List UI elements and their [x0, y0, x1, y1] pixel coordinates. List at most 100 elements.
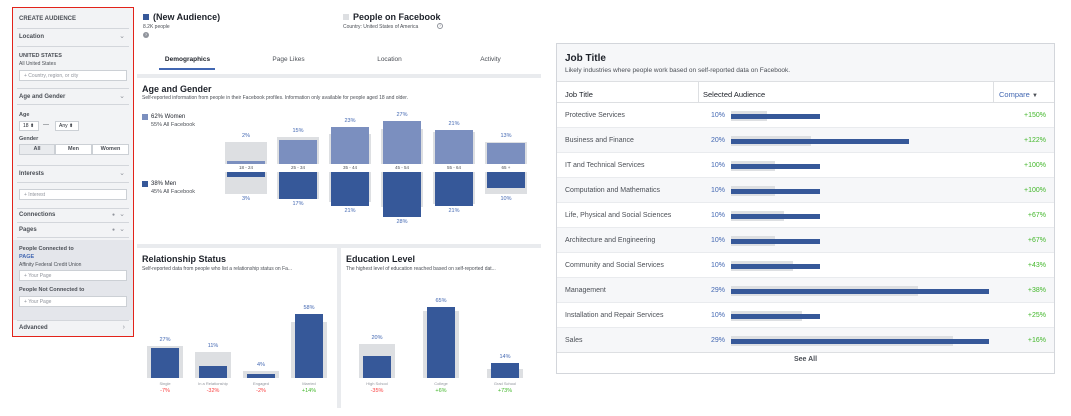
- men-value-label: 21%: [448, 207, 460, 214]
- chevron-down-icon[interactable]: ⌄: [119, 226, 125, 233]
- selected-audience-pct: 29%: [711, 287, 726, 294]
- category-label: Grad School: [493, 381, 517, 386]
- your-page-input[interactable]: + Your Page: [19, 270, 127, 281]
- category-label: College: [434, 381, 448, 386]
- category-label: Engaged: [252, 381, 269, 386]
- age-gender-chart: 2% 18 - 24 3% 15% 25 - 34 17% 23% 35 - 44 21% 27%…: [225, 108, 537, 242]
- table-row[interactable]: Computation and Mathematics 10% +100%: [557, 178, 1054, 203]
- selected-audience-pct: 10%: [711, 237, 726, 244]
- tab-activity[interactable]: Activity: [480, 56, 501, 63]
- men-bar: [227, 172, 265, 177]
- chevron-right-icon[interactable]: ›: [122, 324, 125, 331]
- men-bar: [435, 172, 473, 206]
- advanced-section-header[interactable]: Advanced: [19, 325, 48, 331]
- chevron-down-icon[interactable]: ⌄: [119, 33, 125, 40]
- tab-location[interactable]: Location: [377, 56, 402, 63]
- relationship-title: Relationship Status: [142, 254, 227, 264]
- category-label: In a Relationship: [198, 381, 228, 386]
- men-pct: 38% Men: [151, 181, 177, 187]
- pages-section-header[interactable]: Pages: [19, 227, 37, 233]
- audience-swatch: [143, 14, 149, 20]
- table-row[interactable]: Community and Social Services 10% +43%: [557, 253, 1054, 278]
- page-word: PAGE: [19, 254, 35, 260]
- location-input[interactable]: + Country, region, or city: [19, 70, 127, 81]
- audience-bar: [731, 289, 989, 294]
- education-title: Education Level: [346, 254, 416, 264]
- table-row[interactable]: Life, Physical and Social Sciences 10% +67…: [557, 203, 1054, 228]
- women-bar: [435, 130, 473, 164]
- age-to-select[interactable]: Any ⬍: [55, 121, 79, 131]
- dot-icon: ●: [111, 212, 115, 218]
- compare-value: +67%: [1027, 237, 1046, 244]
- audience-bar: [731, 239, 820, 244]
- age-label: Age: [19, 112, 30, 118]
- table-row[interactable]: IT and Technical Services 10% +100%: [557, 153, 1054, 178]
- category-label: Married: [302, 381, 316, 386]
- tab-demographics[interactable]: Demographics: [164, 56, 211, 63]
- info-icon[interactable]: ?: [143, 32, 149, 38]
- compare-label: -35%: [370, 388, 384, 394]
- job-title-heading: Job Title: [565, 53, 606, 64]
- gender-women-button[interactable]: Women: [92, 144, 129, 155]
- compare-label: -2%: [256, 388, 266, 394]
- interest-input[interactable]: + Interest: [19, 189, 127, 200]
- women-bar: [331, 127, 369, 164]
- selected-audience-pct: 10%: [711, 262, 726, 269]
- age-tick-label: 45 - 54: [394, 165, 409, 170]
- age-gender-section-header[interactable]: Age and Gender: [19, 94, 66, 100]
- header-card: (New Audience) 8.2K people ? People on F…: [137, 8, 541, 74]
- table-row[interactable]: Management 29% +38%: [557, 278, 1054, 303]
- table-row[interactable]: Installation and Repair Services 10% +25%: [557, 303, 1054, 328]
- table-row[interactable]: Architecture and Engineering 10% +67%: [557, 228, 1054, 253]
- bar-value-label: 27%: [159, 337, 171, 344]
- job-title-name: Sales: [565, 337, 583, 344]
- interests-section-header[interactable]: Interests: [19, 171, 45, 177]
- job-title-list: Protective Services 10% +150% Business and …: [557, 103, 1054, 353]
- people-not-connected-label: People Not Connected to: [19, 287, 85, 293]
- women-all-facebook: 55% All Facebook: [151, 122, 196, 128]
- connections-section-header[interactable]: Connections: [19, 212, 56, 218]
- women-value-label: 13%: [500, 132, 512, 139]
- table-row[interactable]: Sales 29% +16%: [557, 328, 1054, 353]
- caret-down-icon: ▼: [1031, 93, 1038, 99]
- see-all-button[interactable]: See All: [793, 356, 818, 363]
- age-from-select[interactable]: 18 ⬍: [19, 121, 39, 131]
- compare-label: +14%: [301, 388, 317, 394]
- women-bar: [383, 120, 421, 164]
- table-row[interactable]: Business and Finance 20% +122%: [557, 128, 1054, 153]
- bar-value-label: 58%: [303, 305, 315, 312]
- selected-audience-pct: 10%: [711, 187, 726, 194]
- selected-audience-pct: 29%: [711, 337, 726, 344]
- age-gender-card: Age and Gender Self-reported information…: [137, 78, 541, 244]
- compare-value: +16%: [1027, 337, 1046, 344]
- men-bar: [331, 172, 369, 206]
- audience-bar: [295, 314, 323, 378]
- job-title-name: IT and Technical Services: [565, 162, 645, 169]
- women-value-label: 15%: [292, 127, 304, 134]
- age-tick-label: 55 - 64: [446, 165, 461, 170]
- audience-title: (New Audience): [153, 12, 221, 22]
- people-connected-label: People Connected to: [19, 246, 74, 252]
- info-icon[interactable]: ?: [437, 23, 443, 29]
- your-page-input-2[interactable]: + Your Page: [19, 296, 127, 307]
- location-section-header[interactable]: Location: [19, 34, 44, 40]
- compare-value: +150%: [1024, 112, 1046, 119]
- men-all-facebook: 45% All Facebook: [151, 189, 196, 195]
- gender-all-button[interactable]: All: [19, 144, 55, 155]
- audience-bar: [731, 264, 820, 269]
- dot-icon: ●: [111, 227, 115, 233]
- table-row[interactable]: Protective Services 10% +150%: [557, 103, 1054, 128]
- women-pct: 62% Women: [151, 114, 186, 120]
- relationship-subtitle: Self-reported data from people who list …: [142, 266, 293, 272]
- age-gender-title: Age and Gender: [142, 84, 212, 94]
- compare-sort-header[interactable]: Compare ▼: [999, 90, 1038, 99]
- audience-bar: [731, 339, 989, 344]
- tab-page-likes[interactable]: Page Likes: [272, 56, 305, 63]
- chevron-down-icon[interactable]: ⌄: [119, 170, 125, 177]
- women-value-label: 27%: [396, 111, 408, 118]
- sidebar-title: CREATE AUDIENCE: [19, 16, 77, 22]
- women-value-label: 23%: [344, 118, 356, 125]
- gender-men-button[interactable]: Men: [55, 144, 92, 155]
- chevron-down-icon[interactable]: ⌄: [119, 93, 125, 100]
- chevron-down-icon[interactable]: ⌄: [119, 211, 125, 218]
